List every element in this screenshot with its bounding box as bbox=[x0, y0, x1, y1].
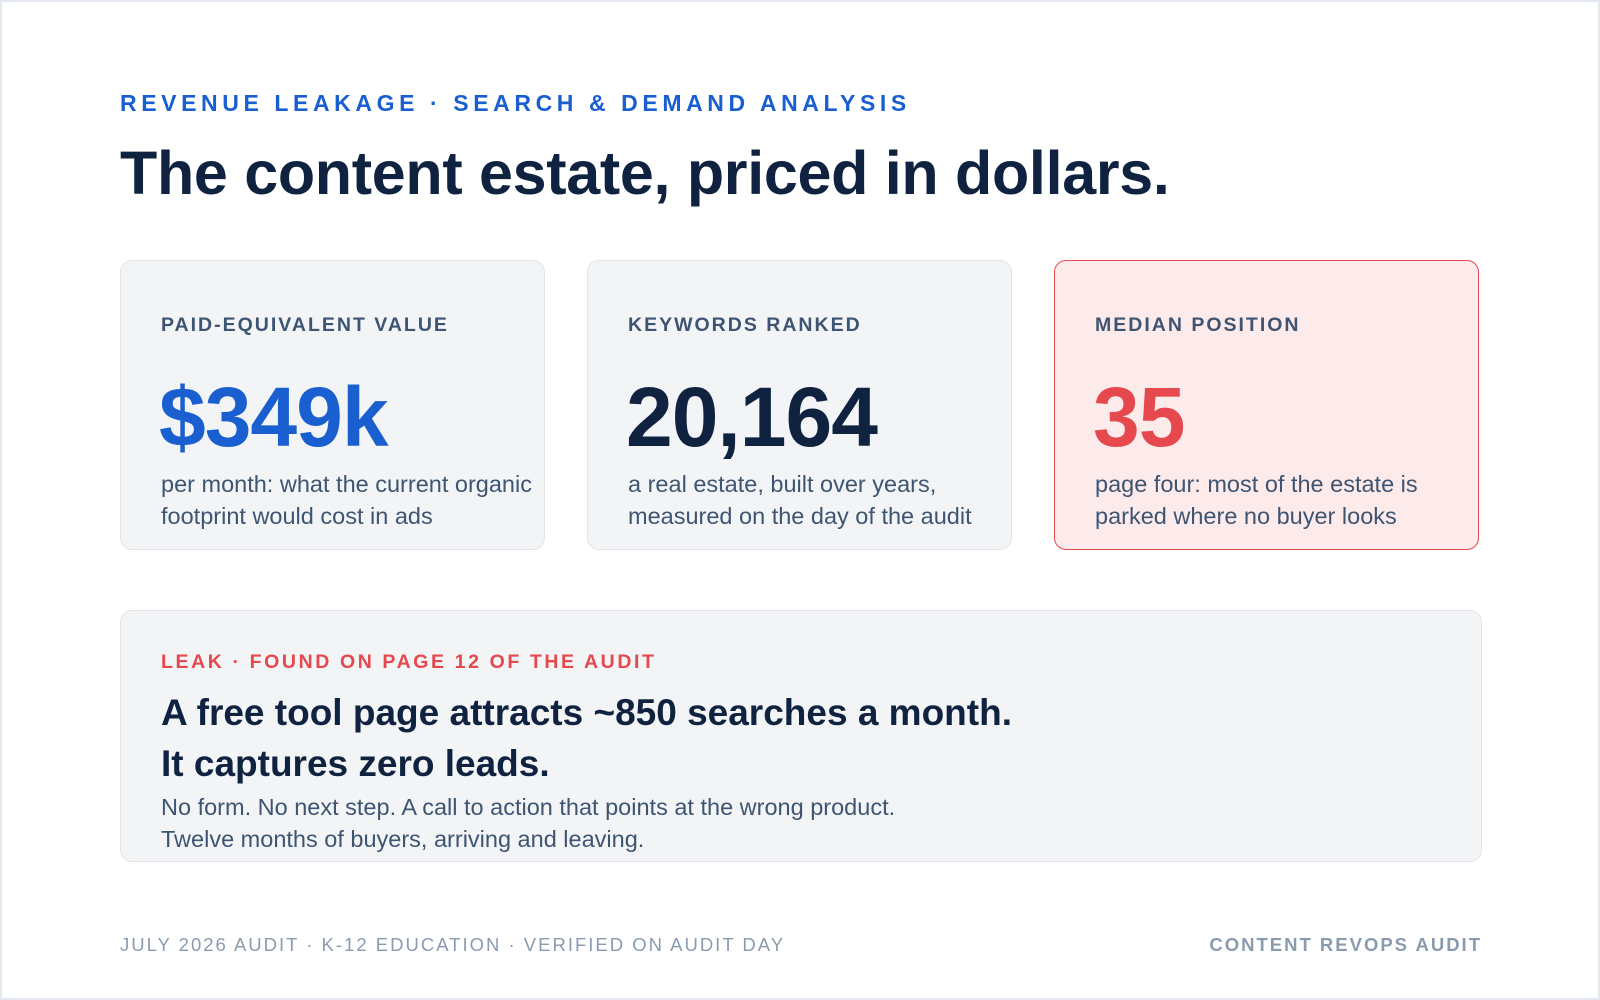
card-label: MEDIAN POSITION bbox=[1095, 314, 1301, 336]
footer-right: CONTENT REVOPS AUDIT bbox=[1209, 934, 1482, 955]
leak-panel: LEAK · FOUND ON PAGE 12 OF THE AUDIT A f… bbox=[120, 610, 1482, 862]
headline-line: A free tool page attracts ~850 searches … bbox=[161, 692, 1012, 733]
metric-card: MEDIAN POSITION 35 page four: most of the … bbox=[1054, 260, 1479, 550]
headline-line: It captures zero leads. bbox=[161, 743, 550, 784]
card-label: KEYWORDS RANKED bbox=[628, 314, 862, 336]
leak-label: LEAK · FOUND ON PAGE 12 OF THE AUDIT bbox=[161, 651, 657, 673]
card-description: page four: most of the estate is parked w… bbox=[1095, 468, 1418, 532]
card-value: $349k bbox=[159, 370, 389, 464]
description-line: per month: what the current organic bbox=[161, 471, 532, 497]
body-line: No form. No next step. A call to action … bbox=[161, 794, 896, 820]
metric-card: KEYWORDS RANKED 20,164 a real estate, buil… bbox=[587, 260, 1012, 550]
eyebrow: REVENUE LEAKAGE · SEARCH & DEMAND ANALYS… bbox=[120, 90, 911, 116]
card-description: per month: what the current organic footp… bbox=[161, 468, 532, 532]
metric-card: PAID-EQUIVALENT VALUE $349k per month: wha… bbox=[120, 260, 545, 550]
card-description: a real estate, built over years, measured… bbox=[628, 468, 972, 532]
leak-headline: A free tool page attracts ~850 searches … bbox=[161, 687, 1012, 789]
description-line: parked where no buyer looks bbox=[1095, 503, 1397, 529]
leak-body: No form. No next step. A call to action … bbox=[161, 791, 895, 855]
body-line: Twelve months of buyers, arriving and le… bbox=[161, 826, 645, 852]
card-label: PAID-EQUIVALENT VALUE bbox=[161, 314, 449, 336]
description-line: page four: most of the estate is bbox=[1095, 471, 1418, 497]
title: The content estate, priced in dollars. bbox=[120, 139, 1170, 207]
card-value: 20,164 bbox=[626, 370, 878, 464]
description-line: measured on the day of the audit bbox=[628, 503, 972, 529]
description-line: a real estate, built over years, bbox=[628, 471, 937, 497]
card-value: 35 bbox=[1093, 370, 1185, 464]
description-line: footprint would cost in ads bbox=[161, 503, 433, 529]
footer-left: JULY 2026 AUDIT · K-12 EDUCATION · VERIF… bbox=[120, 934, 786, 955]
